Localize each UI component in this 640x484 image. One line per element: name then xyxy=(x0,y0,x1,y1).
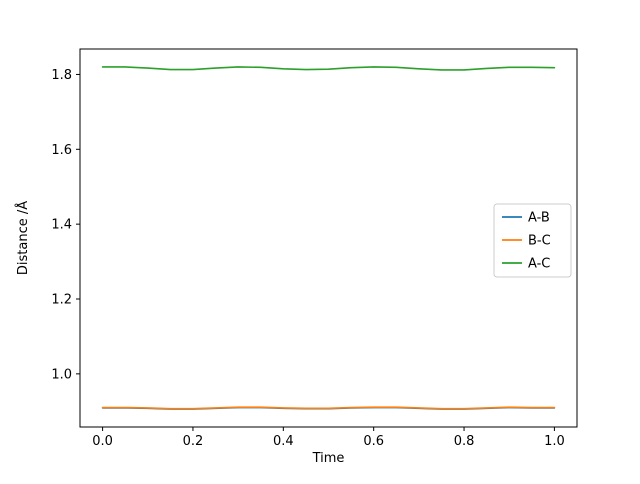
y-axis-label: Distance /Å xyxy=(15,201,31,275)
x-tick-label: 0.0 xyxy=(92,434,113,449)
axes-frame xyxy=(79,48,578,428)
y-tick-label: 1.8 xyxy=(51,68,72,83)
x-tick-label: 0.4 xyxy=(273,434,294,449)
series-line-B-C xyxy=(101,406,556,410)
y-tick-label: 1.2 xyxy=(51,293,72,308)
legend-label: A-C xyxy=(528,257,550,272)
y-tick-label: 1.4 xyxy=(51,218,72,233)
x-tick-label: 1.0 xyxy=(544,434,565,449)
legend-label: B-C xyxy=(528,234,551,249)
series-line-A-C xyxy=(101,66,556,71)
x-tick-label: 0.8 xyxy=(454,434,475,449)
y-tick-label: 1.0 xyxy=(51,367,72,382)
x-axis-label: Time xyxy=(312,451,345,466)
legend-label: A-B xyxy=(528,211,550,226)
x-tick-label: 0.2 xyxy=(183,434,204,449)
legend-box xyxy=(493,203,572,278)
y-tick-label: 1.6 xyxy=(51,143,72,158)
x-tick-label: 0.6 xyxy=(363,434,384,449)
